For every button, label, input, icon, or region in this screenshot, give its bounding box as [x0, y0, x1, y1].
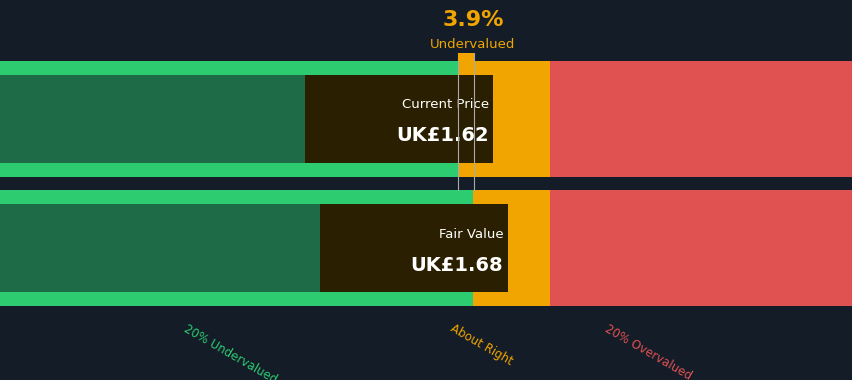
Bar: [550, 292, 852, 306]
Text: Undervalued: Undervalued: [429, 38, 515, 51]
Bar: [550, 163, 852, 177]
Text: Fair Value: Fair Value: [438, 228, 503, 241]
Bar: [0, 292, 473, 306]
Text: 20% Overvalued: 20% Overvalued: [602, 322, 694, 380]
Bar: [458, 61, 550, 75]
Text: UK£1.62: UK£1.62: [395, 127, 488, 146]
Bar: [0, 61, 458, 75]
Text: 20% Undervalued: 20% Undervalued: [181, 322, 279, 380]
Bar: [0, 75, 458, 163]
Text: Current Price: Current Price: [401, 98, 488, 111]
Bar: [550, 190, 852, 204]
Bar: [458, 75, 550, 163]
Bar: [473, 292, 550, 306]
Bar: [0, 190, 473, 204]
Bar: [550, 204, 852, 292]
Bar: [320, 204, 507, 292]
Bar: [473, 190, 550, 204]
Text: UK£1.68: UK£1.68: [410, 256, 503, 275]
Bar: [305, 75, 492, 163]
Bar: [458, 163, 550, 177]
Bar: [550, 61, 852, 75]
Bar: [0, 163, 458, 177]
Text: About Right: About Right: [448, 322, 515, 368]
Bar: [0, 204, 473, 292]
Text: 3.9%: 3.9%: [441, 10, 504, 30]
Bar: [458, 46, 473, 61]
Bar: [473, 204, 550, 292]
Bar: [550, 75, 852, 163]
